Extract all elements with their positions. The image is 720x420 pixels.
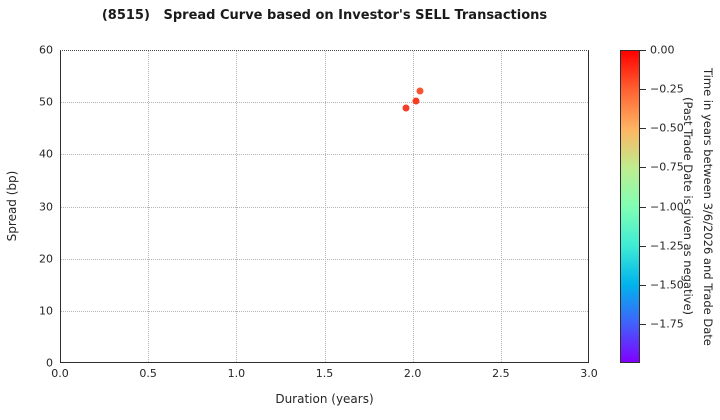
colorbar-tick-mark [640,245,646,247]
colorbar-label-line2: (Past Trade Date is given as negative) [681,97,695,316]
grid-line-horizontal [61,310,588,312]
x-tick-label: 3.0 [580,367,598,380]
y-tick-label: 30 [39,200,53,213]
x-tick-label: 2.0 [403,367,422,380]
y-tick-label: 10 [39,304,53,318]
grid-line-horizontal [61,206,588,208]
grid-line-horizontal [61,102,588,104]
x-tick-label: 0.5 [139,367,157,380]
colorbar [620,50,640,363]
y-tick-label: 50 [39,95,53,109]
colorbar-tick-mark [640,50,646,51]
y-tick-label: 20 [39,252,53,266]
colorbar-tick-label: −1.75 [650,317,684,331]
colorbar-tick-label: −0.50 [650,121,684,135]
colorbar-tick-mark [640,323,646,325]
colorbar-tick-mark [640,89,646,91]
colorbar-tick-mark [640,128,646,130]
colorbar-tick-mark [640,284,646,286]
x-axis-label: Duration (years) [275,392,374,406]
chart-title: (8515) Spread Curve based on Investor's … [101,8,548,23]
x-tick-label: 2.5 [492,367,510,380]
x-tick-label: 1.5 [315,367,334,380]
data-point [412,97,420,105]
x-tick-label: 0.0 [51,367,69,380]
colorbar-tick-label: −0.75 [650,160,684,174]
colorbar-tick-label: −0.25 [650,82,684,96]
x-tick-label: 1.0 [227,367,246,380]
colorbar-axis-label: Time in years between 3/6/2026 and Trade… [678,50,718,363]
colorbar-tick-label: −1.25 [650,239,684,253]
data-point [416,87,424,95]
colorbar-label-line1: Time in years between 3/6/2026 and Trade… [701,67,715,346]
colorbar-tick-label: −1.00 [650,200,684,213]
y-tick-label: 60 [39,43,53,57]
colorbar-tick-mark [640,206,646,208]
data-point [402,104,410,112]
y-tick-label: 0 [46,356,53,370]
colorbar-tick-label: 0.00 [650,43,675,57]
colorbar-tick-mark [640,167,646,169]
grid-line-horizontal [61,258,588,260]
colorbar-tick-label: −1.50 [650,278,684,292]
y-tick-label: 40 [39,147,53,161]
grid-line-horizontal [61,154,588,156]
